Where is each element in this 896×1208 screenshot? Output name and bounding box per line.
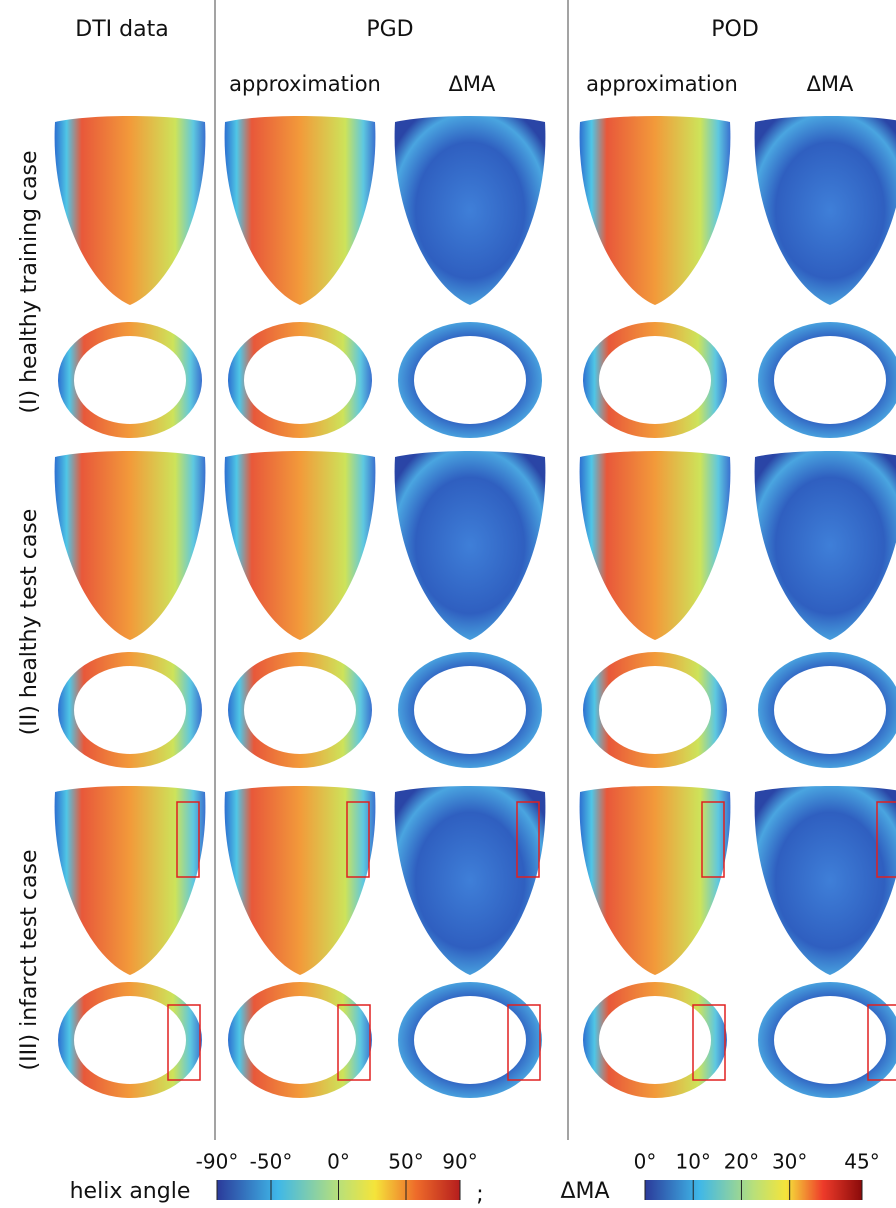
heart-image bbox=[579, 116, 731, 305]
row-label: (II) healthy test case bbox=[17, 509, 42, 736]
heart-image bbox=[583, 322, 727, 438]
highlight-box bbox=[876, 801, 896, 878]
heart-image bbox=[54, 116, 206, 305]
colorbar-label: ΔMA bbox=[560, 1179, 609, 1204]
column-header: PGD bbox=[366, 17, 413, 42]
highlight-box bbox=[692, 1004, 726, 1081]
colorbar-tick-label: 30° bbox=[772, 1150, 807, 1174]
colorbar-tick-label: -90° bbox=[196, 1150, 239, 1174]
heart-image bbox=[579, 786, 731, 975]
heart-image bbox=[58, 322, 202, 438]
colorbar-ticks: -90° -50° 0° 50° 90° 0° 10° 20° 30° 45° bbox=[196, 1150, 880, 1200]
heart-image bbox=[58, 652, 202, 768]
colorbar-tick-label: 0° bbox=[327, 1150, 350, 1174]
colorbar-label: helix angle bbox=[70, 1179, 191, 1204]
heart-image bbox=[394, 451, 546, 640]
colorbar-tick-label: 0° bbox=[634, 1150, 657, 1174]
colorbar-tick-label: 50° bbox=[388, 1150, 423, 1174]
image-grid bbox=[54, 116, 896, 1098]
row-label: (III) infarct test case bbox=[17, 850, 42, 1071]
separator: ; bbox=[476, 1182, 483, 1207]
heart-image bbox=[583, 652, 727, 768]
heart-image bbox=[398, 322, 542, 438]
heart-image bbox=[754, 116, 896, 305]
heart-image bbox=[224, 786, 376, 975]
heart-image bbox=[54, 451, 206, 640]
highlight-box bbox=[867, 1004, 896, 1081]
heart-image bbox=[224, 116, 376, 305]
colorbar bbox=[645, 1180, 862, 1200]
highlight-box bbox=[701, 801, 725, 878]
column-subheader: approximation bbox=[586, 72, 738, 96]
column-header: DTI data bbox=[75, 17, 168, 42]
heart-image bbox=[758, 652, 896, 768]
heart-image bbox=[754, 451, 896, 640]
heart-image bbox=[228, 652, 372, 768]
highlight-box bbox=[507, 1004, 541, 1081]
highlight-box bbox=[346, 801, 370, 878]
column-subheader: ΔMA bbox=[807, 72, 854, 96]
column-header: POD bbox=[711, 17, 759, 42]
colorbar-tick-label: 45° bbox=[844, 1150, 879, 1174]
colorbar-tick-label: 90° bbox=[442, 1150, 477, 1174]
highlight-box bbox=[337, 1004, 371, 1081]
heart-image bbox=[228, 322, 372, 438]
heart-image bbox=[224, 451, 376, 640]
highlight-box bbox=[176, 801, 200, 878]
heart-image bbox=[394, 116, 546, 305]
column-subheader: approximation bbox=[229, 72, 381, 96]
heart-image bbox=[394, 786, 546, 975]
heart-image bbox=[754, 786, 896, 975]
highlight-box bbox=[516, 801, 540, 878]
highlight-box bbox=[167, 1004, 201, 1081]
colorbar-tick-label: 20° bbox=[724, 1150, 759, 1174]
heart-image bbox=[579, 451, 731, 640]
heart-image bbox=[758, 322, 896, 438]
row-label: (I) healthy training case bbox=[17, 150, 42, 413]
heart-image bbox=[398, 652, 542, 768]
heart-image bbox=[54, 786, 206, 975]
colorbar-tick-label: -50° bbox=[250, 1150, 293, 1174]
column-subheader: ΔMA bbox=[449, 72, 496, 96]
colorbar-tick-label: 10° bbox=[675, 1150, 710, 1174]
